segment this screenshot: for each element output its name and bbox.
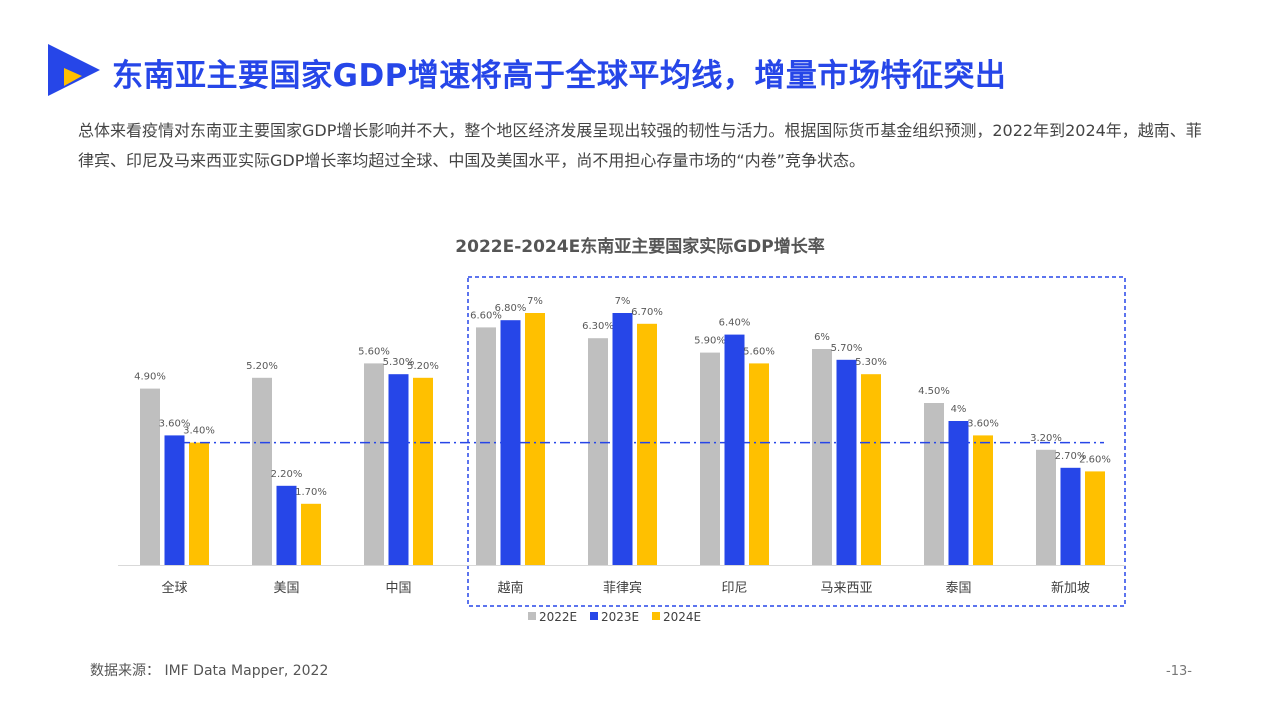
data-label-2022E-新加坡: 3.20% bbox=[1030, 433, 1062, 444]
highlight-box bbox=[467, 276, 1126, 607]
data-label-2024E-越南: 7% bbox=[527, 296, 543, 307]
bar-2023E-美国 bbox=[276, 485, 297, 565]
data-label-2022E-美国: 5.20% bbox=[246, 361, 278, 372]
data-label-2024E-新加坡: 2.60% bbox=[1079, 454, 1111, 465]
bar-2022E-全球 bbox=[140, 388, 160, 565]
data-label-2024E-中国: 5.20% bbox=[407, 361, 439, 372]
category-label-中国: 中国 bbox=[385, 581, 411, 596]
bar-2023E-泰国 bbox=[948, 421, 969, 565]
bar-2022E-菲律宾 bbox=[588, 338, 608, 565]
data-label-2024E-马来西亚: 5.30% bbox=[855, 357, 887, 368]
legend-swatch-2022E bbox=[528, 612, 536, 620]
page-number: -13- bbox=[1166, 664, 1192, 679]
category-label-越南: 越南 bbox=[497, 580, 523, 596]
bar-2023E-越南 bbox=[500, 320, 521, 565]
data-label-2023E-泰国: 4% bbox=[951, 404, 967, 415]
data-source: 数据来源： IMF Data Mapper, 2022 bbox=[90, 663, 329, 679]
category-label-新加坡: 新加坡 bbox=[1051, 580, 1090, 596]
legend-swatch-2024E bbox=[652, 612, 660, 620]
data-label-2022E-全球: 4.90% bbox=[134, 372, 166, 383]
data-label-2024E-全球: 3.40% bbox=[183, 426, 215, 437]
bar-2024E-越南 bbox=[525, 313, 545, 565]
chart-title: 2022E-2024E东南亚主要国家实际GDP增长率 bbox=[455, 237, 825, 257]
bar-2023E-马来西亚 bbox=[836, 359, 857, 565]
bar-2024E-美国 bbox=[301, 503, 321, 565]
data-label-2023E-菲律宾: 7% bbox=[615, 296, 631, 307]
data-label-2022E-泰国: 4.50% bbox=[918, 386, 950, 397]
bar-2024E-马来西亚 bbox=[861, 374, 881, 565]
data-label-2023E-美国: 2.20% bbox=[271, 469, 303, 480]
data-label-2024E-美国: 1.70% bbox=[295, 487, 327, 498]
page-title: 东南亚主要国家GDP增速将高于全球平均线，增量市场特征突出 bbox=[112, 58, 1007, 94]
bar-2022E-中国 bbox=[364, 363, 384, 565]
bar-2023E-全球 bbox=[164, 435, 185, 565]
data-label-2023E-越南: 6.80% bbox=[495, 303, 527, 314]
category-label-菲律宾: 菲律宾 bbox=[603, 580, 642, 596]
data-label-2023E-新加坡: 2.70% bbox=[1055, 451, 1087, 462]
bar-2022E-新加坡 bbox=[1036, 449, 1056, 565]
category-label-马来西亚: 马来西亚 bbox=[820, 581, 872, 596]
legend-label-2024E: 2024E bbox=[663, 610, 701, 624]
legend-label-2022E: 2022E bbox=[539, 610, 577, 624]
bar-2024E-新加坡 bbox=[1085, 471, 1105, 565]
legend-swatch-2023E bbox=[590, 612, 598, 620]
bar-2024E-菲律宾 bbox=[637, 323, 657, 565]
data-label-2022E-菲律宾: 6.30% bbox=[582, 321, 614, 332]
bar-2024E-中国 bbox=[413, 377, 433, 565]
data-label-2024E-菲律宾: 6.70% bbox=[631, 307, 663, 318]
data-label-2023E-马来西亚: 5.70% bbox=[831, 343, 863, 354]
category-label-美国: 美国 bbox=[273, 581, 299, 596]
category-label-泰国: 泰国 bbox=[945, 581, 971, 596]
bar-2024E-泰国 bbox=[973, 435, 993, 565]
legend-label-2023E: 2023E bbox=[601, 610, 639, 624]
bar-2024E-印尼 bbox=[749, 363, 769, 565]
data-label-2023E-中国: 5.30% bbox=[383, 357, 415, 368]
bar-2022E-美国 bbox=[252, 377, 272, 565]
bar-2023E-中国 bbox=[388, 374, 409, 565]
brand-logo-icon bbox=[48, 44, 100, 96]
bar-2023E-菲律宾 bbox=[612, 313, 633, 565]
bar-2022E-泰国 bbox=[924, 403, 944, 565]
bar-2023E-印尼 bbox=[724, 334, 745, 565]
bar-2022E-印尼 bbox=[700, 352, 720, 565]
data-label-2023E-印尼: 6.40% bbox=[719, 318, 751, 329]
data-label-2022E-越南: 6.60% bbox=[470, 310, 502, 321]
page-description: 总体来看疫情对东南亚主要国家GDP增长影响并不大，整个地区经济发展呈现出较强的韧… bbox=[78, 121, 1202, 170]
bar-2023E-新加坡 bbox=[1060, 467, 1081, 565]
data-label-2022E-印尼: 5.90% bbox=[694, 336, 726, 347]
data-label-2022E-马来西亚: 6% bbox=[814, 332, 830, 343]
data-label-2024E-泰国: 3.60% bbox=[967, 418, 999, 429]
data-label-2022E-中国: 5.60% bbox=[358, 346, 390, 357]
bar-2024E-全球 bbox=[189, 442, 209, 565]
bar-2022E-马来西亚 bbox=[812, 349, 832, 565]
data-label-2023E-全球: 3.60% bbox=[159, 418, 191, 429]
bar-2022E-越南 bbox=[476, 327, 496, 565]
category-label-全球: 全球 bbox=[161, 580, 187, 596]
data-label-2024E-印尼: 5.60% bbox=[743, 346, 775, 357]
category-label-印尼: 印尼 bbox=[721, 581, 747, 596]
